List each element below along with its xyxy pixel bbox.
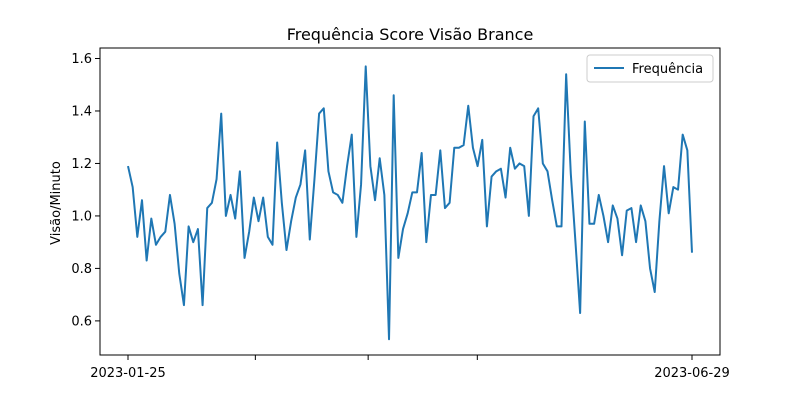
legend-label-frequencia: Frequência: [632, 62, 703, 77]
y-axis-ticks: 0.6 0.8 1.0 1.2 1.4 1.6: [71, 52, 100, 329]
y-tick-label: 0.6: [71, 314, 92, 329]
chart-title: Frequência Score Visão Brance: [287, 25, 534, 44]
y-tick-label: 1.0: [71, 209, 92, 224]
legend: Frequência: [586, 54, 714, 83]
plot-frame: [99, 47, 721, 356]
y-tick-label: 1.4: [71, 104, 92, 119]
x-axis-ticks: 2023-01-25 2023-06-29: [90, 355, 730, 381]
series-line-frequencia: [127, 65, 693, 341]
x-tick-label: 2023-06-29: [654, 366, 730, 381]
y-tick-label: 0.8: [71, 262, 92, 277]
y-axis-label: Visão/Minuto: [49, 161, 64, 245]
x-tick-label: 2023-01-25: [90, 366, 166, 381]
y-tick-label: 1.6: [71, 52, 92, 67]
y-tick-label: 1.2: [71, 157, 92, 172]
legend-box: [586, 54, 714, 83]
